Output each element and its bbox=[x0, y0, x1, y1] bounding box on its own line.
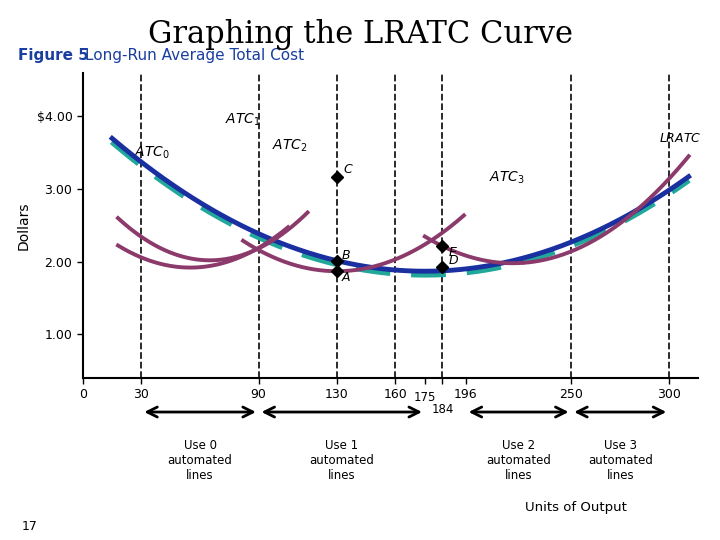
Text: Use 0
automated
lines: Use 0 automated lines bbox=[168, 439, 233, 482]
Text: $E$: $E$ bbox=[449, 246, 458, 259]
Y-axis label: Dollars: Dollars bbox=[17, 201, 31, 249]
Text: Use 3
automated
lines: Use 3 automated lines bbox=[588, 439, 652, 482]
Text: $ATC_3$: $ATC_3$ bbox=[490, 170, 525, 186]
Text: Long-Run Average Total Cost: Long-Run Average Total Cost bbox=[85, 48, 304, 63]
Text: $D$: $D$ bbox=[449, 254, 459, 267]
Text: 175: 175 bbox=[413, 391, 436, 404]
Text: $A$: $A$ bbox=[341, 272, 351, 285]
Text: $ATC_1$: $ATC_1$ bbox=[225, 112, 261, 128]
Text: $C$: $C$ bbox=[343, 163, 354, 176]
Text: Figure 5: Figure 5 bbox=[18, 48, 89, 63]
Text: 184: 184 bbox=[431, 403, 454, 416]
Text: Use 1
automated
lines: Use 1 automated lines bbox=[310, 439, 374, 482]
Text: $LRATC$: $LRATC$ bbox=[660, 132, 702, 145]
Text: $B$: $B$ bbox=[341, 248, 351, 261]
Text: Graphing the LRATC Curve: Graphing the LRATC Curve bbox=[148, 19, 572, 50]
Text: Use 2
automated
lines: Use 2 automated lines bbox=[486, 439, 551, 482]
Text: Units of Output: Units of Output bbox=[525, 501, 627, 514]
Text: $ATC_0$: $ATC_0$ bbox=[134, 144, 169, 161]
Text: $ATC_2$: $ATC_2$ bbox=[272, 137, 308, 153]
Text: 17: 17 bbox=[22, 520, 37, 534]
